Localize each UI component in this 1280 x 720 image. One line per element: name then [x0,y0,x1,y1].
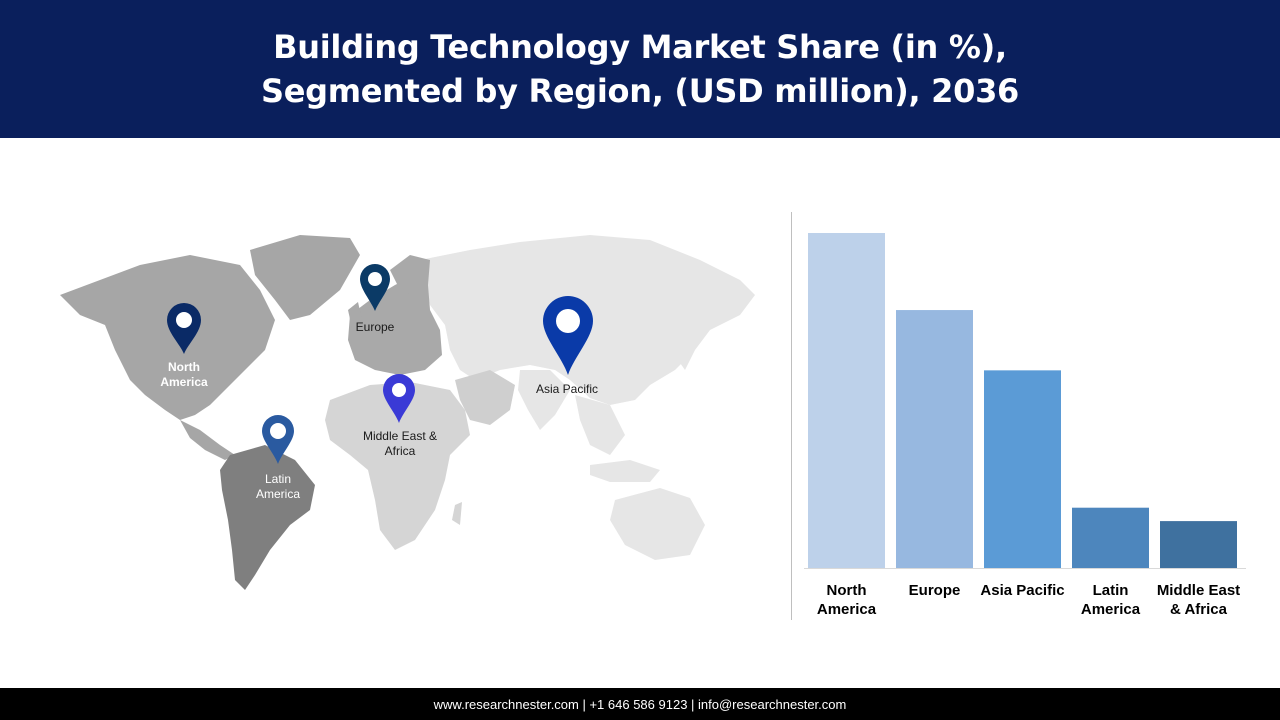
chart-title-line-2: Segmented by Region, (USD million), 2036 [260,72,1020,110]
footer-bar: www.researchnester.com | +1 646 586 9123… [0,688,1280,720]
greenland-landmass [250,235,360,320]
africa-landmass [325,382,470,550]
footer-contact-text: www.researchnester.com | +1 646 586 9123… [433,696,847,712]
middle-east-landmass [455,370,515,425]
south-america-landmass [220,445,315,590]
madagascar-landmass [452,502,462,525]
x-tick-label-0: North America [817,582,877,618]
north-america-landmass [60,255,275,420]
bar-4 [1160,521,1237,568]
bar-1 [896,310,973,568]
title-banner: Building Technology Market Share (in %),… [0,0,1280,138]
bar-3 [1072,507,1149,568]
southeast-asia-landmass [575,395,625,455]
asia-pacific-pin-label: Asia Pacific [535,382,599,396]
x-tick-label-3: Latin America [1081,582,1141,618]
bar-chart-svg: North America Europe Asia Pacific Latin Ameri… [804,233,1246,618]
uk-landmass [348,302,362,328]
x-tick-label-1: Europe [909,582,961,599]
world-map [50,220,760,600]
scandinavia-landmass [390,255,430,295]
central-america-landmass [180,420,235,460]
latin-america-pin-label: Latin America [255,472,300,501]
middle-east-africa-pin-label: Middle East & Africa [362,429,438,458]
europe-pin-label: Europe [355,320,395,334]
bar-0 [808,233,885,568]
australia-landmass [610,488,705,560]
india-landmass [518,370,570,430]
world-map-graphic [60,235,755,590]
x-tick-label-4: Middle East & Africa [1157,582,1240,618]
indonesia-landmass [590,460,660,482]
divider-line [791,212,792,620]
chart-title-line-1: Building Technology Market Share (in %), [273,28,1007,66]
japan-landmass [678,330,695,370]
bar-2 [984,370,1061,568]
bar-chart: North America Europe Asia Pacific Latin Ameri… [800,215,1250,625]
x-tick-label-2: Asia Pacific [980,582,1064,599]
north-america-pin-label: North America [160,360,208,389]
